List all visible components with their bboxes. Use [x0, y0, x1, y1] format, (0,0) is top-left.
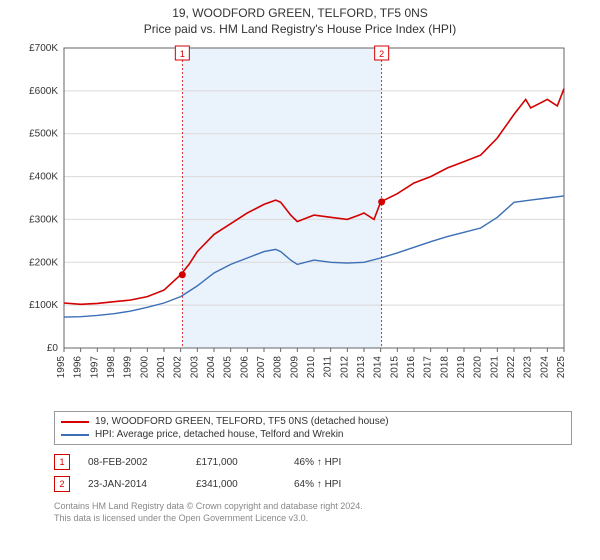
svg-text:2: 2 — [379, 49, 384, 59]
svg-text:2004: 2004 — [206, 356, 217, 379]
legend: 19, WOODFORD GREEN, TELFORD, TF5 0NS (de… — [54, 411, 572, 445]
sale-row-2: 2 23-JAN-2014 £341,000 64% ↑ HPI — [54, 473, 572, 495]
svg-text:2009: 2009 — [289, 356, 300, 379]
svg-text:2000: 2000 — [139, 356, 150, 379]
svg-text:£400K: £400K — [29, 172, 58, 183]
sale-price-2: £341,000 — [196, 479, 276, 490]
svg-text:2002: 2002 — [173, 356, 184, 379]
footnote-line-2: This data is licensed under the Open Gov… — [54, 513, 572, 525]
svg-text:2005: 2005 — [223, 356, 234, 379]
svg-text:2012: 2012 — [339, 356, 350, 379]
svg-text:2001: 2001 — [156, 356, 167, 379]
svg-text:2022: 2022 — [506, 356, 517, 379]
svg-text:£500K: £500K — [29, 129, 58, 140]
svg-text:1995: 1995 — [56, 356, 67, 379]
legend-label-1: 19, WOODFORD GREEN, TELFORD, TF5 0NS (de… — [95, 416, 389, 427]
footnote-line-1: Contains HM Land Registry data © Crown c… — [54, 501, 572, 513]
svg-text:2015: 2015 — [389, 356, 400, 379]
legend-label-2: HPI: Average price, detached house, Telf… — [95, 429, 344, 440]
svg-text:2018: 2018 — [439, 356, 450, 379]
svg-text:£600K: £600K — [29, 86, 58, 97]
svg-text:2019: 2019 — [456, 356, 467, 379]
svg-text:2006: 2006 — [239, 356, 250, 379]
svg-text:2021: 2021 — [489, 356, 500, 379]
footnote: Contains HM Land Registry data © Crown c… — [54, 501, 572, 524]
svg-text:2016: 2016 — [406, 356, 417, 379]
sale-rows: 1 08-FEB-2002 £171,000 46% ↑ HPI 2 23-JA… — [54, 451, 572, 495]
svg-text:2008: 2008 — [273, 356, 284, 379]
svg-text:2024: 2024 — [539, 356, 550, 379]
title-line-1: 19, WOODFORD GREEN, TELFORD, TF5 0NS — [0, 0, 600, 20]
sale-delta-1: 46% ↑ HPI — [294, 457, 341, 468]
svg-text:2013: 2013 — [356, 356, 367, 379]
sale-badge-1: 1 — [54, 454, 70, 470]
svg-text:£200K: £200K — [29, 257, 58, 268]
svg-text:1999: 1999 — [123, 356, 134, 379]
svg-text:2025: 2025 — [556, 356, 567, 379]
sale-row-1: 1 08-FEB-2002 £171,000 46% ↑ HPI — [54, 451, 572, 473]
svg-text:1998: 1998 — [106, 356, 117, 379]
svg-text:2007: 2007 — [256, 356, 267, 379]
svg-text:1997: 1997 — [89, 356, 100, 379]
legend-swatch-2 — [61, 434, 89, 436]
svg-text:2017: 2017 — [423, 356, 434, 379]
sale-date-1: 08-FEB-2002 — [88, 457, 178, 468]
legend-swatch-1 — [61, 421, 89, 423]
chart: £0 £100K £200K £300K £400K £500K £600K £700K 199… — [10, 40, 590, 405]
chart-svg: £0 £100K £200K £300K £400K £500K £600K £700K 199… — [10, 40, 590, 400]
svg-text:1996: 1996 — [73, 356, 84, 379]
title-line-2: Price paid vs. HM Land Registry's House … — [0, 20, 600, 36]
sale-badge-2: 2 — [54, 476, 70, 492]
svg-text:£0: £0 — [47, 343, 59, 354]
svg-text:2003: 2003 — [189, 356, 200, 379]
chart-container: 19, WOODFORD GREEN, TELFORD, TF5 0NS Pri… — [0, 0, 600, 560]
svg-text:£100K: £100K — [29, 300, 58, 311]
svg-text:2010: 2010 — [306, 356, 317, 379]
svg-text:1: 1 — [180, 49, 185, 59]
sale-delta-2: 64% ↑ HPI — [294, 479, 341, 490]
legend-row-1: 19, WOODFORD GREEN, TELFORD, TF5 0NS (de… — [61, 415, 565, 428]
svg-text:2014: 2014 — [373, 356, 384, 379]
legend-row-2: HPI: Average price, detached house, Telf… — [61, 428, 565, 441]
svg-text:2011: 2011 — [323, 356, 334, 378]
sale-date-2: 23-JAN-2014 — [88, 479, 178, 490]
svg-text:2023: 2023 — [523, 356, 534, 379]
svg-text:2020: 2020 — [473, 356, 484, 379]
sale-price-1: £171,000 — [196, 457, 276, 468]
svg-text:£700K: £700K — [29, 43, 58, 54]
svg-text:£300K: £300K — [29, 214, 58, 225]
